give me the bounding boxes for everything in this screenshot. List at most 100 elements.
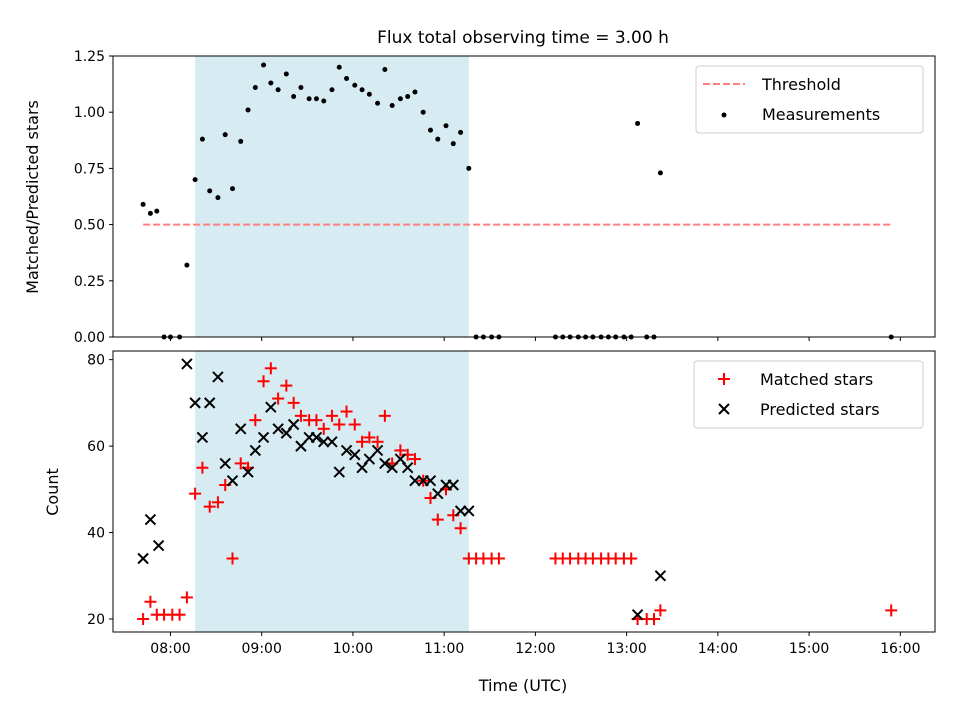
matched-point-27	[340, 405, 353, 418]
predicted-point-42	[654, 570, 667, 582]
predicted-point-22	[326, 436, 338, 448]
matched-point-58	[625, 552, 638, 565]
top-legend: Threshold Measurements	[695, 65, 924, 134]
x-tick-label-3: 11:00	[424, 641, 464, 657]
measurement-point-21	[298, 84, 304, 90]
measurement-point-31	[375, 100, 381, 106]
predicted-point-38	[447, 479, 460, 491]
measurement-point-11	[222, 132, 228, 138]
measurement-point-37	[420, 109, 426, 115]
predicted-point-35	[424, 474, 437, 487]
top-panel: 0.00 0.25 0.50 0.75 1.00 1.25 Matched/Predict…	[23, 49, 936, 346]
matched-point-23	[310, 414, 323, 427]
bottom-panel: 20 40 60 80 08:00 09:00 10:00 11:00 12:00 13:00 14…	[43, 350, 936, 695]
measurement-point-22	[306, 96, 312, 102]
x-tick-label-1: 09:00	[242, 641, 282, 657]
matched-point-9	[203, 500, 216, 513]
matched-point-7	[189, 487, 202, 500]
top-y-axis-label: Matched/Predicted stars	[23, 100, 42, 294]
matched-point-32	[378, 409, 391, 422]
predicted-point-11	[242, 466, 254, 478]
measurement-point-35	[405, 93, 411, 99]
matched-point-6	[180, 591, 193, 604]
predicted-point-3	[181, 358, 193, 370]
matched-point-19	[280, 379, 293, 392]
bottom-legend: Matched stars Predicted stars	[693, 360, 924, 429]
measurement-point-42	[458, 129, 464, 135]
predicted-point-6	[203, 397, 216, 409]
matched-point-13	[234, 457, 247, 470]
predicted-point-23	[333, 466, 345, 478]
measurement-point-27	[344, 75, 350, 81]
predicted-point-0	[137, 552, 149, 565]
legend-measurements-swatch	[721, 112, 727, 118]
chart-title: Flux total observing time = 3.00 h	[377, 28, 669, 48]
top-y-tick-label-4: 1.00	[74, 105, 105, 121]
matched-point-36	[408, 453, 421, 466]
predicted-point-20	[310, 431, 323, 444]
top-plot-frame	[112, 55, 936, 338]
measurement-point-41	[450, 141, 456, 147]
measurement-point-36	[412, 89, 418, 95]
bottom-y-tick-label-2: 60	[87, 439, 105, 455]
measurement-point-20	[291, 93, 297, 99]
legend-predicted-label: Predicted stars	[760, 400, 880, 419]
matched-point-17	[264, 362, 277, 375]
measurement-point-26	[336, 64, 342, 70]
measurement-point-25	[329, 87, 335, 93]
measurement-point-24	[321, 98, 327, 104]
top-shaded-interval	[195, 56, 469, 337]
predicted-point-21	[318, 436, 330, 448]
predicted-point-39	[454, 505, 467, 517]
measurement-point-15	[252, 84, 258, 90]
legend-matched-swatch	[718, 373, 730, 385]
predicted-point-13	[257, 431, 270, 444]
matched-point-21	[294, 409, 307, 422]
matched-point-47	[492, 552, 505, 565]
matched-point-12	[226, 552, 239, 565]
matched-point-61	[648, 613, 661, 626]
measurement-point-23	[313, 96, 319, 102]
x-axis-label: Time (UTC)	[478, 676, 567, 695]
bottom-y-tick-label-1: 40	[87, 526, 105, 542]
matched-point-26	[333, 418, 346, 431]
predicted-point-9	[226, 474, 239, 487]
predicted-point-25	[349, 449, 361, 461]
measurement-point-39	[435, 136, 441, 142]
matched-point-16	[257, 375, 270, 388]
matched-point-8	[196, 461, 209, 474]
predicted-point-7	[212, 371, 224, 383]
predicted-point-10	[235, 423, 247, 435]
measurement-point-12	[230, 186, 236, 192]
x-tick-label-5: 13:00	[606, 641, 646, 657]
measurement-point-38	[427, 127, 433, 133]
x-tick-label-2: 10:00	[333, 641, 373, 657]
matched-point-18	[272, 392, 285, 405]
predicted-point-40	[463, 505, 475, 517]
measurement-point-10	[215, 195, 221, 201]
measurement-point-7	[192, 177, 198, 183]
matched-point-5	[173, 608, 186, 621]
predicted-point-32	[401, 462, 414, 474]
top-y-tick-label-0: 0.00	[74, 330, 105, 346]
measurement-point-6	[184, 262, 190, 268]
measurement-point-16	[261, 62, 267, 68]
matched-point-30	[363, 431, 376, 444]
legend-threshold-label: Threshold	[761, 75, 841, 94]
x-tick-label-8: 16:00	[880, 641, 920, 657]
matched-point-29	[356, 435, 369, 448]
matched-point-15	[249, 414, 262, 427]
measurement-point-30	[366, 91, 372, 97]
predicted-point-5	[196, 431, 209, 444]
legend-matched-label: Matched stars	[760, 370, 873, 389]
measurement-point-2	[154, 208, 160, 214]
bottom-plot-frame	[112, 350, 936, 633]
top-y-tick-label-3: 0.75	[74, 161, 105, 177]
measurement-point-34	[397, 96, 403, 102]
measurement-point-8	[199, 136, 205, 142]
measurement-point-40	[443, 123, 449, 129]
measurement-point-14	[245, 107, 251, 113]
measurement-point-17	[268, 80, 274, 86]
predicted-point-36	[432, 487, 444, 500]
measurement-point-13	[238, 138, 244, 144]
